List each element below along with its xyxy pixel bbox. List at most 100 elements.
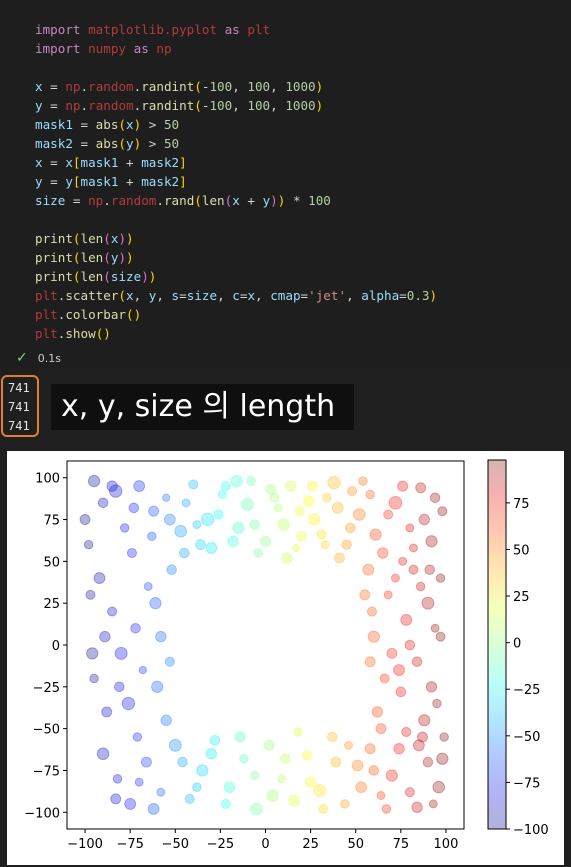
scatter-point	[359, 589, 371, 601]
scatter-point	[430, 623, 440, 633]
y-tick-label: −100	[24, 806, 60, 821]
x-tick-label: 25	[302, 837, 319, 852]
code-token: len	[80, 231, 104, 246]
code-token: 1000	[285, 79, 316, 94]
scatter-point	[418, 714, 431, 727]
code-token: mask2	[35, 136, 73, 151]
code-line[interactable]: size = np.random.rand(len(x + y)) * 100	[35, 191, 437, 210]
x-tick-label: −25	[207, 837, 234, 852]
scatter-point	[405, 523, 415, 533]
code-token: size	[35, 193, 66, 208]
code-token: .	[57, 288, 66, 303]
code-line[interactable]: mask1 = abs(x) > 50	[35, 115, 437, 134]
scatter-point	[188, 479, 199, 490]
output-line: 741	[8, 400, 30, 414]
scatter-point	[365, 489, 375, 500]
scatter-point	[322, 493, 332, 503]
code-line[interactable]: y = y[mask1 + mask2]	[35, 172, 437, 191]
scatter-point	[355, 781, 368, 794]
scatter-point	[367, 630, 380, 643]
colorbar-tick-label: 25	[513, 590, 530, 605]
scatter-point	[147, 531, 157, 542]
code-token: mask1	[35, 117, 73, 132]
code-token: .	[80, 98, 89, 113]
code-token: (	[72, 269, 81, 284]
scatter-point	[327, 476, 341, 490]
code-token: (	[103, 231, 111, 246]
scatter-point	[273, 503, 283, 513]
scatter-point	[371, 706, 384, 718]
scatter-point	[126, 547, 138, 559]
y-tick-label: 25	[43, 597, 60, 612]
scatter-point	[79, 514, 91, 526]
scatter-point	[308, 513, 321, 526]
scatter-point	[253, 548, 264, 558]
scatter-point	[87, 474, 101, 488]
code-token: random	[110, 193, 157, 208]
code-line[interactable]: import numpy as np	[35, 39, 437, 58]
colorbar-tick-label: −100	[513, 823, 549, 838]
scatter-point	[114, 646, 128, 660]
code-line[interactable]: print(len(y))	[35, 248, 437, 267]
code-token: ,	[270, 79, 286, 94]
scatter-point	[285, 480, 297, 492]
code-line[interactable]	[35, 58, 437, 77]
scatter-point	[288, 794, 301, 807]
code-token: size	[186, 288, 218, 303]
scatter-point	[400, 613, 413, 626]
code-token: matplotlib.pyplot	[88, 22, 217, 37]
scatter-point	[96, 747, 110, 761]
code-token: scatter	[65, 288, 119, 303]
code-line[interactable]: print(len(x))	[35, 229, 437, 248]
code-token: np	[156, 41, 172, 56]
colorbar-tick-label: 50	[513, 543, 530, 558]
scatter-point	[85, 589, 96, 600]
code-token: ,	[232, 79, 248, 94]
scatter-point	[269, 493, 280, 503]
scatter-point	[239, 753, 249, 764]
code-token: )	[277, 193, 286, 208]
code-line[interactable]	[35, 210, 437, 229]
code-token: (	[118, 136, 127, 151]
scatter-point	[388, 495, 403, 510]
scatter-point	[364, 743, 376, 755]
code-line[interactable]: print(len(size))	[35, 267, 437, 286]
scatter-point	[162, 493, 171, 502]
code-cell[interactable]: import matplotlib.pyplot as plt import nu…	[0, 0, 571, 369]
code-token: +	[239, 193, 263, 208]
colorbar-tick-label: 75	[513, 497, 530, 512]
x-tick-label: 0	[261, 837, 269, 852]
code-token: )	[141, 269, 149, 284]
code-line[interactable]: plt.colorbar()	[35, 305, 437, 324]
code-token: ()	[95, 326, 111, 341]
scatter-point	[439, 732, 449, 742]
scatter-point	[385, 769, 398, 782]
scatter-point	[362, 563, 375, 576]
scatter-point	[395, 686, 407, 698]
code-editor[interactable]: import matplotlib.pyplot as plt import nu…	[35, 20, 437, 343]
scatter-point	[209, 735, 221, 746]
scatter-point	[250, 802, 263, 816]
scatter-point	[166, 564, 177, 576]
code-line[interactable]: plt.show()	[35, 324, 437, 343]
code-token: x	[126, 288, 134, 303]
x-tick-label: −75	[116, 837, 143, 852]
code-line[interactable]: mask2 = abs(y) > 50	[35, 134, 437, 153]
scatter-point	[227, 535, 239, 548]
code-token: y	[262, 193, 271, 208]
code-token: len	[80, 250, 104, 265]
scatter-point	[148, 505, 160, 517]
code-line[interactable]: plt.scatter(x, y, s=size, c=x, cmap='jet…	[35, 286, 437, 305]
code-line[interactable]: x = np.random.randint(-100, 100, 1000)	[35, 77, 437, 96]
code-token: (	[72, 250, 81, 265]
code-line[interactable]: x = x[mask1 + mask2]	[35, 153, 437, 172]
code-line[interactable]: import matplotlib.pyplot as plt	[35, 20, 437, 39]
scatter-point	[249, 519, 260, 530]
scatter-point	[200, 512, 215, 527]
scatter-point	[330, 756, 342, 768]
scatter-point	[134, 777, 144, 787]
code-token: (	[103, 269, 111, 284]
code-token: +	[118, 174, 142, 189]
code-line[interactable]: y = np.random.randint(-100, 100, 1000)	[35, 96, 437, 115]
code-token: ]	[179, 174, 187, 189]
